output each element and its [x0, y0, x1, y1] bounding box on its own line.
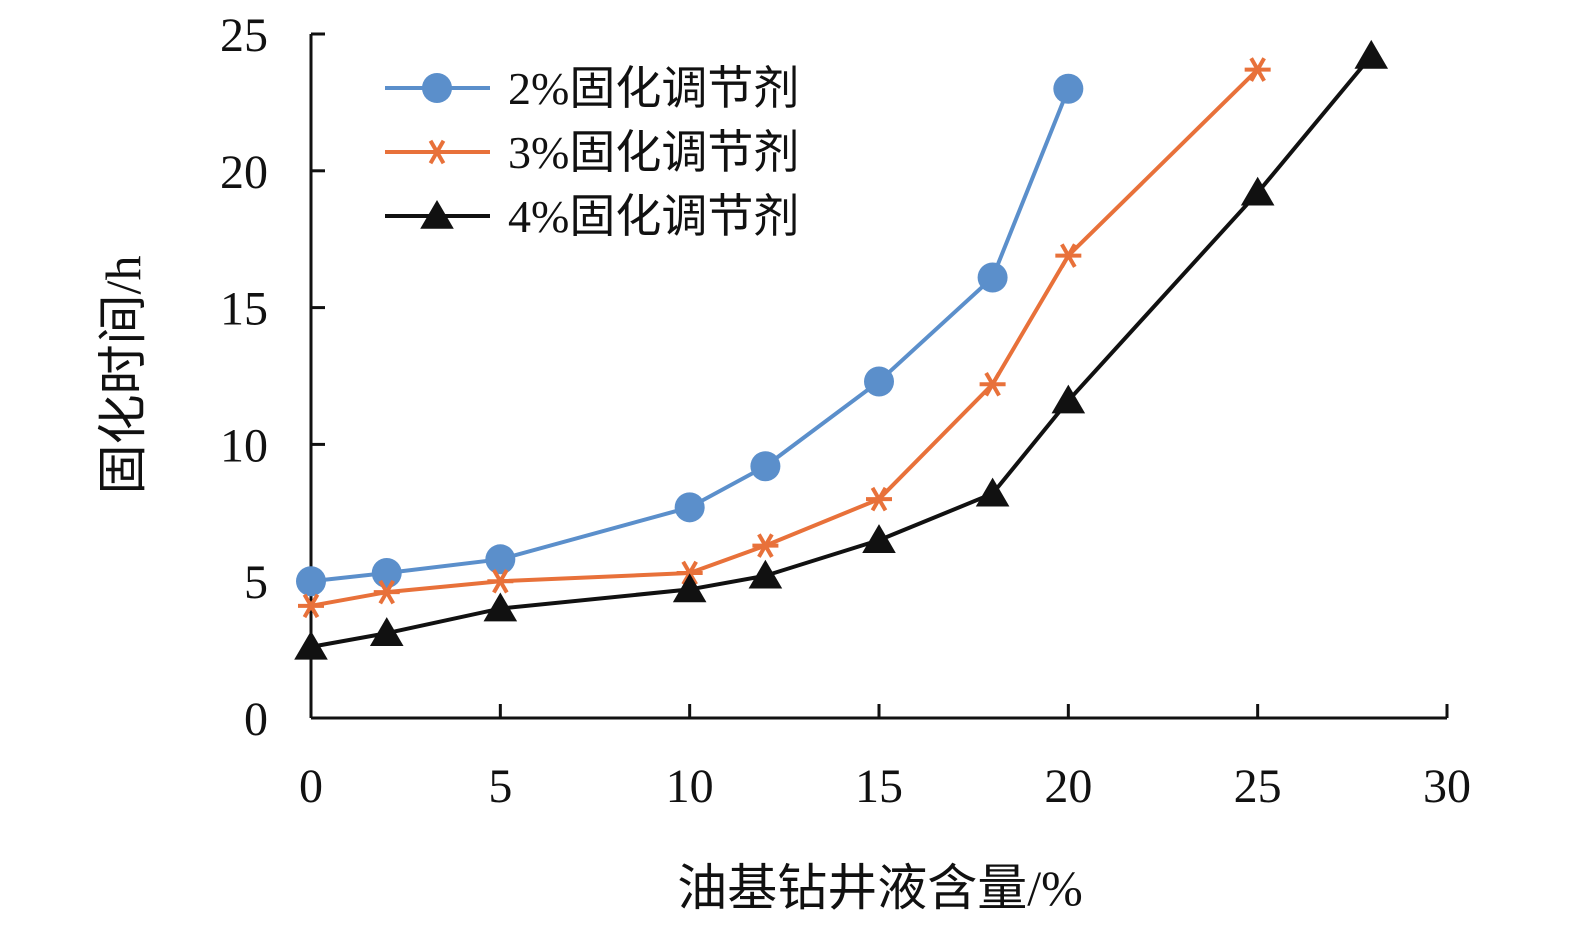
- x-tick-label: 0: [299, 760, 323, 813]
- y-tick-label: 15: [220, 283, 268, 336]
- data-point: [1244, 57, 1271, 82]
- data-point: [979, 371, 1006, 397]
- data-point: [1240, 176, 1275, 206]
- axes: 0 5 10 15 20 25 30 0 5 10 15 20 25: [220, 9, 1471, 813]
- data-point: [864, 366, 894, 397]
- data-point: [1055, 243, 1082, 268]
- series-1: [296, 73, 1084, 597]
- data-point: [483, 592, 518, 622]
- legend-marker: [424, 139, 450, 165]
- legend-label: 2%固化调节剂: [508, 63, 799, 114]
- x-tick-label: 20: [1044, 760, 1092, 813]
- data-point: [674, 492, 705, 523]
- data-point: [487, 568, 514, 594]
- data-point: [750, 451, 781, 482]
- y-tick-label: 10: [220, 419, 268, 472]
- x-tick-label: 10: [666, 760, 714, 813]
- data-point: [369, 617, 404, 646]
- legend-item-1: 2%固化调节剂: [385, 63, 799, 114]
- legend-label: 4%固化调节剂: [508, 191, 799, 242]
- data-point: [866, 486, 892, 512]
- legend-marker: [420, 200, 454, 229]
- y-tick-label: 5: [244, 556, 268, 609]
- data-point: [1354, 39, 1389, 69]
- legend-item-3: 4%固化调节剂: [385, 191, 799, 242]
- y-tick-label: 0: [244, 693, 268, 746]
- data-point: [752, 533, 779, 558]
- data-point: [296, 566, 326, 597]
- series-3: [294, 39, 1389, 660]
- legend-item-2: 3%固化调节剂: [385, 127, 799, 178]
- data-point: [676, 560, 703, 586]
- data-point: [1051, 384, 1086, 414]
- series-layer: [294, 39, 1389, 660]
- data-point: [371, 557, 402, 588]
- series-line: [310, 54, 1373, 649]
- x-tick-label: 5: [488, 760, 512, 813]
- x-tick-label: 25: [1234, 760, 1282, 813]
- data-point: [672, 573, 707, 603]
- series-2: [298, 57, 1271, 619]
- legend-marker: [422, 73, 452, 103]
- x-tick-label: 15: [855, 760, 903, 813]
- data-point: [977, 262, 1008, 293]
- y-axis-label: 固化时间/h: [95, 256, 151, 495]
- data-point: [294, 630, 328, 660]
- data-point: [1053, 73, 1084, 104]
- x-axis-label: 油基钻井液含量/%: [677, 860, 1083, 916]
- series-line: [310, 87, 1071, 584]
- data-point: [298, 593, 324, 619]
- x-tick-label: 30: [1423, 760, 1471, 813]
- data-point: [373, 579, 400, 605]
- y-tick-label: 25: [220, 9, 268, 62]
- legend: 2%固化调节剂 3%固化调节剂 4%固化调节剂: [385, 63, 799, 242]
- data-point: [748, 559, 783, 589]
- data-point: [862, 524, 896, 553]
- y-tick-label: 20: [220, 146, 268, 199]
- data-point: [975, 477, 1010, 507]
- data-point: [485, 544, 516, 575]
- legend-label: 3%固化调节剂: [508, 127, 799, 178]
